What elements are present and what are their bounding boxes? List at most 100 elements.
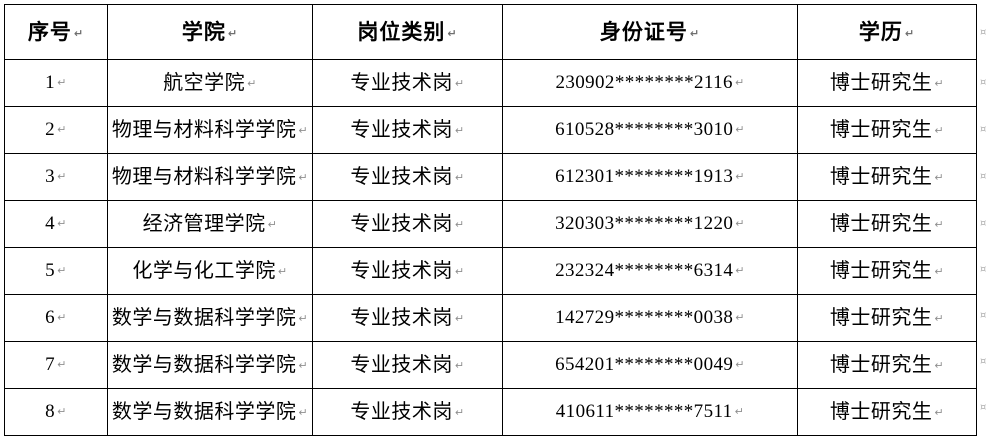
- table-row: 4 ↵ 经济管理学院 ↵ 专业技术岗 ↵ 320303********1220 ↵ 博士…: [4, 200, 977, 248]
- cell-index: 7 ↵: [4, 341, 108, 389]
- paragraph-mark: ↵: [734, 76, 745, 89]
- paragraph-mark: ↵: [298, 311, 309, 325]
- row-end-mark: ¤: [980, 77, 987, 88]
- paragraph-mark: ↵: [267, 217, 278, 231]
- paragraph-mark: ↵: [934, 170, 945, 184]
- paragraph-mark: ↵: [735, 170, 745, 183]
- cell-index-value: 7: [45, 354, 56, 375]
- cell-degree-value: 博士研究生: [829, 71, 933, 94]
- cell-degree: 博士研究生 ↵: [797, 341, 977, 389]
- table-row: 5 ↵ 化学与化工学院 ↵ 专业技术岗 ↵ 232324********6314 ↵ 博…: [4, 247, 977, 295]
- cell-post-value: 专业技术岗: [350, 165, 453, 188]
- cell-college-value: 数学与数据科学学院: [111, 306, 297, 329]
- paragraph-mark: ↵: [454, 311, 465, 325]
- cell-degree: 博士研究生 ↵: [797, 294, 977, 342]
- paragraph-mark: ↵: [934, 123, 945, 137]
- cell-id: 612301********1913 ↵: [502, 153, 798, 201]
- cell-id: 142729********0038 ↵: [502, 294, 798, 342]
- row-end-mark: ¤: [980, 356, 987, 367]
- cell-id-value: 654201********0049: [555, 354, 734, 375]
- cell-college: 经济管理学院 ↵: [107, 200, 313, 248]
- table-row: 7 ↵ 数学与数据科学学院 ↵ 专业技术岗 ↵ 654201********0049 ↵…: [4, 341, 977, 389]
- column-header-degree: 学历 ↵: [797, 4, 977, 60]
- paragraph-mark: ↵: [57, 311, 67, 324]
- record-table: 序号 ↵ 学院 ↵ 岗位类别 ↵ 身份证号 ↵ 学历 ↵ 1 ↵ 航空学院 ↵: [4, 4, 977, 436]
- paragraph-mark: ↵: [298, 170, 309, 184]
- cell-index-value: 4: [45, 213, 56, 234]
- cell-post-value: 专业技术岗: [350, 306, 453, 329]
- cell-post: 专业技术岗 ↵: [312, 200, 503, 248]
- paragraph-mark: ↵: [735, 217, 745, 230]
- paragraph-mark: ↵: [247, 76, 257, 90]
- cell-index: 3 ↵: [4, 153, 108, 201]
- cell-id: 654201********0049 ↵: [502, 341, 798, 389]
- cell-post: 专业技术岗 ↵: [312, 106, 503, 154]
- row-end-mark: ¤: [980, 124, 987, 135]
- column-header-post-label: 岗位类别: [357, 19, 446, 44]
- cell-college: 物理与材料科学学院 ↵: [107, 153, 313, 201]
- cell-post: 专业技术岗 ↵: [312, 341, 503, 389]
- paragraph-mark: ↵: [454, 76, 465, 90]
- paragraph-mark: ↵: [57, 170, 67, 183]
- cell-id: 230902********2116 ↵: [502, 59, 798, 107]
- paragraph-mark: ↵: [454, 264, 465, 278]
- cell-post-value: 专业技术岗: [350, 400, 453, 423]
- table-body: 1 ↵ 航空学院 ↵ 专业技术岗 ↵ 230902********2116 ↵ 博士研究…: [4, 59, 977, 436]
- cell-degree-value: 博士研究生: [829, 400, 933, 423]
- cell-id: 610528********3010 ↵: [502, 106, 798, 154]
- cell-post: 专业技术岗 ↵: [312, 247, 503, 295]
- paragraph-mark: ↵: [73, 26, 85, 40]
- paragraph-mark: ↵: [454, 123, 465, 137]
- table-row: 2 ↵ 物理与材料科学学院 ↵ 专业技术岗 ↵ 610528********3010 ↵…: [4, 106, 977, 154]
- table-header: 序号 ↵ 学院 ↵ 岗位类别 ↵ 身份证号 ↵ 学历 ↵: [4, 4, 977, 60]
- column-header-college-label: 学院: [181, 19, 226, 44]
- cell-id-value: 232324********6314: [555, 260, 734, 281]
- paragraph-mark: ↵: [447, 26, 458, 40]
- row-end-mark: ¤: [980, 171, 987, 182]
- cell-id: 410611********7511 ↵: [502, 388, 798, 436]
- paragraph-mark: ↵: [277, 264, 288, 278]
- table-row: 8 ↵ 数学与数据科学学院 ↵ 专业技术岗 ↵ 410611********7511 ↵…: [4, 388, 977, 436]
- paragraph-mark: ↵: [454, 217, 465, 231]
- paragraph-mark: ↵: [298, 358, 309, 372]
- table-row: 3 ↵ 物理与材料科学学院 ↵ 专业技术岗 ↵ 612301********1913 ↵…: [4, 153, 977, 201]
- cell-degree-value: 博士研究生: [829, 259, 933, 282]
- paragraph-mark: ↵: [689, 26, 701, 40]
- cell-post-value: 专业技术岗: [350, 353, 453, 376]
- cell-index: 8 ↵: [4, 388, 108, 436]
- cell-college: 航空学院 ↵: [107, 59, 313, 107]
- cell-degree-value: 博士研究生: [829, 165, 933, 188]
- cell-post: 专业技术岗 ↵: [312, 153, 503, 201]
- paragraph-mark: ↵: [57, 264, 67, 277]
- cell-degree: 博士研究生 ↵: [797, 247, 977, 295]
- cell-degree: 博士研究生 ↵: [797, 106, 977, 154]
- paragraph-mark: ↵: [298, 123, 309, 137]
- cell-index-value: 5: [45, 260, 56, 281]
- paragraph-mark: ↵: [735, 264, 745, 277]
- cell-post: 专业技术岗 ↵: [312, 59, 503, 107]
- table-row: 6 ↵ 数学与数据科学学院 ↵ 专业技术岗 ↵ 142729********0038 ↵…: [4, 294, 977, 342]
- paragraph-mark: ↵: [934, 358, 945, 372]
- cell-index: 6 ↵: [4, 294, 108, 342]
- paragraph-mark: ↵: [454, 358, 465, 372]
- cell-college-value: 物理与材料科学学院: [111, 165, 297, 188]
- paragraph-mark: ↵: [298, 405, 309, 419]
- cell-college-value: 物理与材料科学学院: [111, 118, 297, 141]
- cell-degree-value: 博士研究生: [829, 306, 933, 329]
- column-header-degree-label: 学历: [858, 19, 903, 44]
- column-header-id-label: 身份证号: [599, 19, 688, 44]
- paragraph-mark: ↵: [934, 264, 945, 278]
- cell-index-value: 6: [45, 307, 56, 328]
- cell-post-value: 专业技术岗: [350, 212, 453, 235]
- cell-degree: 博士研究生 ↵: [797, 59, 977, 107]
- header-row: 序号 ↵ 学院 ↵ 岗位类别 ↵ 身份证号 ↵ 学历 ↵: [4, 4, 977, 60]
- cell-degree-value: 博士研究生: [829, 118, 933, 141]
- paragraph-mark: ↵: [734, 405, 745, 418]
- cell-id-value: 612301********1913: [555, 166, 734, 187]
- column-header-post: 岗位类别 ↵: [312, 4, 503, 60]
- cell-college-value: 数学与数据科学学院: [111, 353, 297, 376]
- column-header-id: 身份证号 ↵: [502, 4, 798, 60]
- cell-college-value: 航空学院: [163, 71, 246, 94]
- paragraph-mark: ↵: [934, 311, 945, 325]
